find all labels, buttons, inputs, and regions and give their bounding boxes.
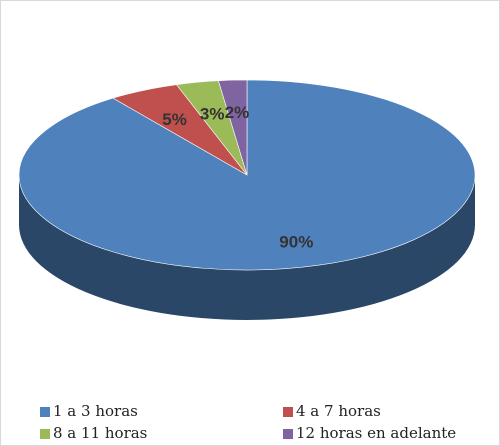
pie-slice <box>218 79 248 176</box>
legend-swatch <box>283 429 293 439</box>
legend-label: 12 horas en adelante <box>296 424 456 442</box>
legend-label: 1 a 3 horas <box>53 402 138 420</box>
data-label: 3% <box>200 105 225 124</box>
legend-swatch <box>40 429 50 439</box>
legend-swatch <box>40 407 50 417</box>
legend-label: 4 a 7 horas <box>296 402 381 420</box>
legend-swatch <box>283 407 293 417</box>
data-label: 2% <box>225 103 250 122</box>
legend-label: 8 a 11 horas <box>53 424 147 442</box>
data-label: 5% <box>162 110 187 129</box>
data-label: 90% <box>279 233 313 252</box>
pie-side <box>19 175 475 320</box>
